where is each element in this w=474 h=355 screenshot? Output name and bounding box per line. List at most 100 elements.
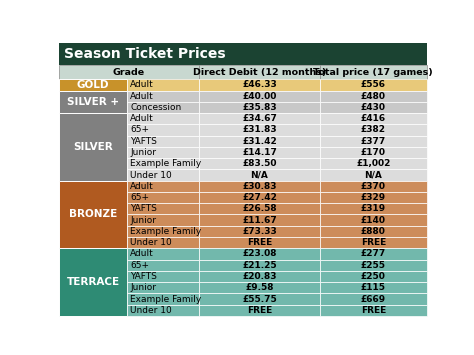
- Text: £34.67: £34.67: [242, 114, 277, 123]
- Bar: [320, 282, 427, 293]
- Text: Under 10: Under 10: [130, 170, 172, 180]
- Text: Direct Debit (12 months): Direct Debit (12 months): [193, 67, 326, 77]
- Bar: [320, 169, 427, 181]
- Text: FREE: FREE: [361, 306, 386, 315]
- Text: £377: £377: [361, 137, 386, 146]
- Bar: [320, 271, 427, 282]
- Text: Adult: Adult: [130, 182, 154, 191]
- Bar: [127, 260, 199, 271]
- Bar: [320, 237, 427, 248]
- Bar: [59, 65, 199, 79]
- Text: £556: £556: [361, 80, 386, 89]
- Text: Season Ticket Prices: Season Ticket Prices: [64, 47, 225, 61]
- Bar: [320, 113, 427, 124]
- Bar: [320, 260, 427, 271]
- Bar: [127, 282, 199, 293]
- Text: £277: £277: [361, 250, 386, 258]
- Bar: [127, 169, 199, 181]
- Bar: [320, 203, 427, 214]
- Bar: [199, 169, 320, 181]
- Text: BRONZE: BRONZE: [69, 209, 118, 219]
- Text: £46.33: £46.33: [242, 80, 277, 89]
- Text: N/A: N/A: [251, 170, 268, 180]
- Bar: [127, 192, 199, 203]
- Text: £1,002: £1,002: [356, 159, 391, 168]
- Text: Adult: Adult: [130, 92, 154, 100]
- Bar: [320, 124, 427, 136]
- Bar: [127, 214, 199, 226]
- Bar: [320, 91, 427, 102]
- Text: £430: £430: [361, 103, 386, 112]
- Text: Junior: Junior: [130, 148, 156, 157]
- Bar: [59, 113, 127, 181]
- Text: YAFTS: YAFTS: [130, 204, 157, 213]
- Text: £83.50: £83.50: [242, 159, 277, 168]
- Text: YAFTS: YAFTS: [130, 137, 157, 146]
- Bar: [199, 79, 320, 91]
- Bar: [199, 282, 320, 293]
- Text: GOLD: GOLD: [77, 80, 109, 90]
- Text: Example Family: Example Family: [130, 295, 201, 304]
- Text: £21.25: £21.25: [242, 261, 277, 270]
- Bar: [199, 203, 320, 214]
- Bar: [127, 124, 199, 136]
- Bar: [199, 113, 320, 124]
- Bar: [127, 248, 199, 260]
- Bar: [127, 203, 199, 214]
- Bar: [320, 65, 427, 79]
- Bar: [199, 271, 320, 282]
- Bar: [199, 260, 320, 271]
- Text: £250: £250: [361, 272, 386, 281]
- Text: FREE: FREE: [247, 238, 272, 247]
- Text: £115: £115: [361, 283, 386, 292]
- Text: 65+: 65+: [130, 193, 149, 202]
- Bar: [199, 192, 320, 203]
- Bar: [127, 136, 199, 147]
- Bar: [199, 158, 320, 169]
- Text: £31.42: £31.42: [242, 137, 277, 146]
- Bar: [199, 147, 320, 158]
- Text: Junior: Junior: [130, 283, 156, 292]
- Bar: [127, 226, 199, 237]
- Bar: [320, 158, 427, 169]
- Text: SILVER +: SILVER +: [67, 97, 119, 107]
- Text: £11.67: £11.67: [242, 215, 277, 225]
- Text: £27.42: £27.42: [242, 193, 277, 202]
- Bar: [199, 293, 320, 305]
- Text: £416: £416: [361, 114, 386, 123]
- Text: £480: £480: [361, 92, 386, 100]
- Bar: [127, 113, 199, 124]
- Bar: [199, 136, 320, 147]
- Text: TERRACE: TERRACE: [67, 277, 120, 287]
- Bar: [127, 158, 199, 169]
- Text: SILVER: SILVER: [73, 142, 113, 152]
- Text: £30.83: £30.83: [242, 182, 277, 191]
- Text: £329: £329: [361, 193, 386, 202]
- Bar: [59, 248, 127, 316]
- Text: £255: £255: [361, 261, 386, 270]
- Text: £14.17: £14.17: [242, 148, 277, 157]
- Text: YAFTS: YAFTS: [130, 272, 157, 281]
- Text: £9.58: £9.58: [245, 283, 273, 292]
- Bar: [127, 293, 199, 305]
- Text: £880: £880: [361, 227, 386, 236]
- Text: Grade: Grade: [113, 67, 145, 77]
- Text: Adult: Adult: [130, 80, 154, 89]
- Bar: [320, 102, 427, 113]
- Text: £35.83: £35.83: [242, 103, 277, 112]
- Text: £170: £170: [361, 148, 386, 157]
- Bar: [127, 147, 199, 158]
- Bar: [320, 305, 427, 316]
- Text: £319: £319: [361, 204, 386, 213]
- Bar: [127, 79, 199, 91]
- Bar: [199, 226, 320, 237]
- Bar: [199, 305, 320, 316]
- Text: £55.75: £55.75: [242, 295, 277, 304]
- Text: £370: £370: [361, 182, 386, 191]
- Bar: [320, 181, 427, 192]
- Bar: [320, 248, 427, 260]
- Text: £26.58: £26.58: [242, 204, 277, 213]
- Bar: [59, 43, 427, 65]
- Text: £669: £669: [361, 295, 386, 304]
- Text: Under 10: Under 10: [130, 238, 172, 247]
